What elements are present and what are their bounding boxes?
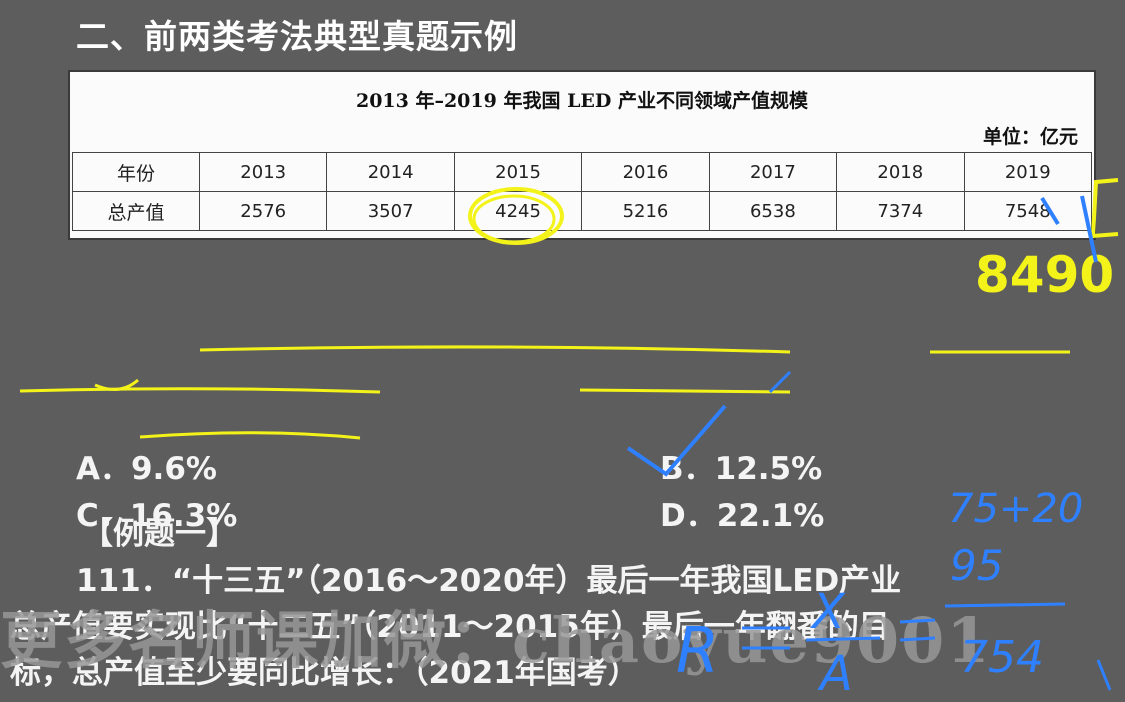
value-cell: 2576 [198,191,328,231]
year-cell: 2017 [708,152,838,192]
year-cell: 2013 [198,152,328,192]
option-d[interactable]: D．22.1% [660,498,825,534]
blue-text-75-20: 75+20 [948,486,1083,532]
table-row-years: 年份 2013 2014 2015 2016 2017 2018 2019 [72,152,1093,192]
value-cell: 6538 [708,191,838,231]
value-cell: 4245 [453,191,583,231]
yellow-underline-1 [199,345,791,354]
year-cell: 2014 [326,152,455,192]
data-table: 年份 2013 2014 2015 2016 2017 2018 2019 总产… [72,152,1093,231]
blue-check-2015 [768,370,792,394]
table-row-values: 总产值 2576 3507 4245 5216 6538 7374 7548 [72,191,1093,231]
row-label-value: 总产值 [72,191,200,231]
year-cell: 2016 [581,152,710,192]
year-cell: 2018 [836,152,965,192]
yellow-underline-5 [139,431,361,440]
year-cell: 2015 [453,152,583,192]
data-table-card: 2013 年–2019 年我国 LED 产业不同领域产值规模 单位：亿元 年份 … [70,72,1094,238]
yellow-curl-mark [94,378,139,391]
question-line-1: 111．“十三五”（2016～2020年）最后一年我国LED产业 [76,563,902,599]
value-cell: 7548 [963,191,1093,231]
blue-text-95: 95 [950,541,1003,590]
option-c[interactable]: C．16.3% [76,498,238,534]
value-cell: 3507 [326,191,455,231]
yellow-number-8490: 8490 [975,246,1114,304]
blue-tail-mark [1096,659,1112,691]
table-unit: 单位：亿元 [982,126,1078,148]
option-b[interactable]: B．12.5% [660,451,823,487]
row-label-year: 年份 [72,152,200,192]
yellow-underline-2 [19,387,381,394]
value-cell: 5216 [581,191,710,231]
yellow-underline-3 [579,388,791,394]
watermark: 更多名师课加微：chaoyue9001 [0,604,992,677]
value-cell: 7374 [836,191,965,231]
table-title: 2013 年–2019 年我国 LED 产业不同领域产值规模 [355,90,809,112]
example-label: 【例题一】 [82,516,237,552]
option-a[interactable]: A．9.6% [76,451,217,487]
section-heading: 二、前两类考法典型真题示例 [76,17,518,56]
yellow-bracket-mark [1090,178,1119,239]
question-line-3: 标，总产值至少要同比增长：（2021年国考） [10,655,639,691]
year-cell: 2019 [963,152,1093,192]
